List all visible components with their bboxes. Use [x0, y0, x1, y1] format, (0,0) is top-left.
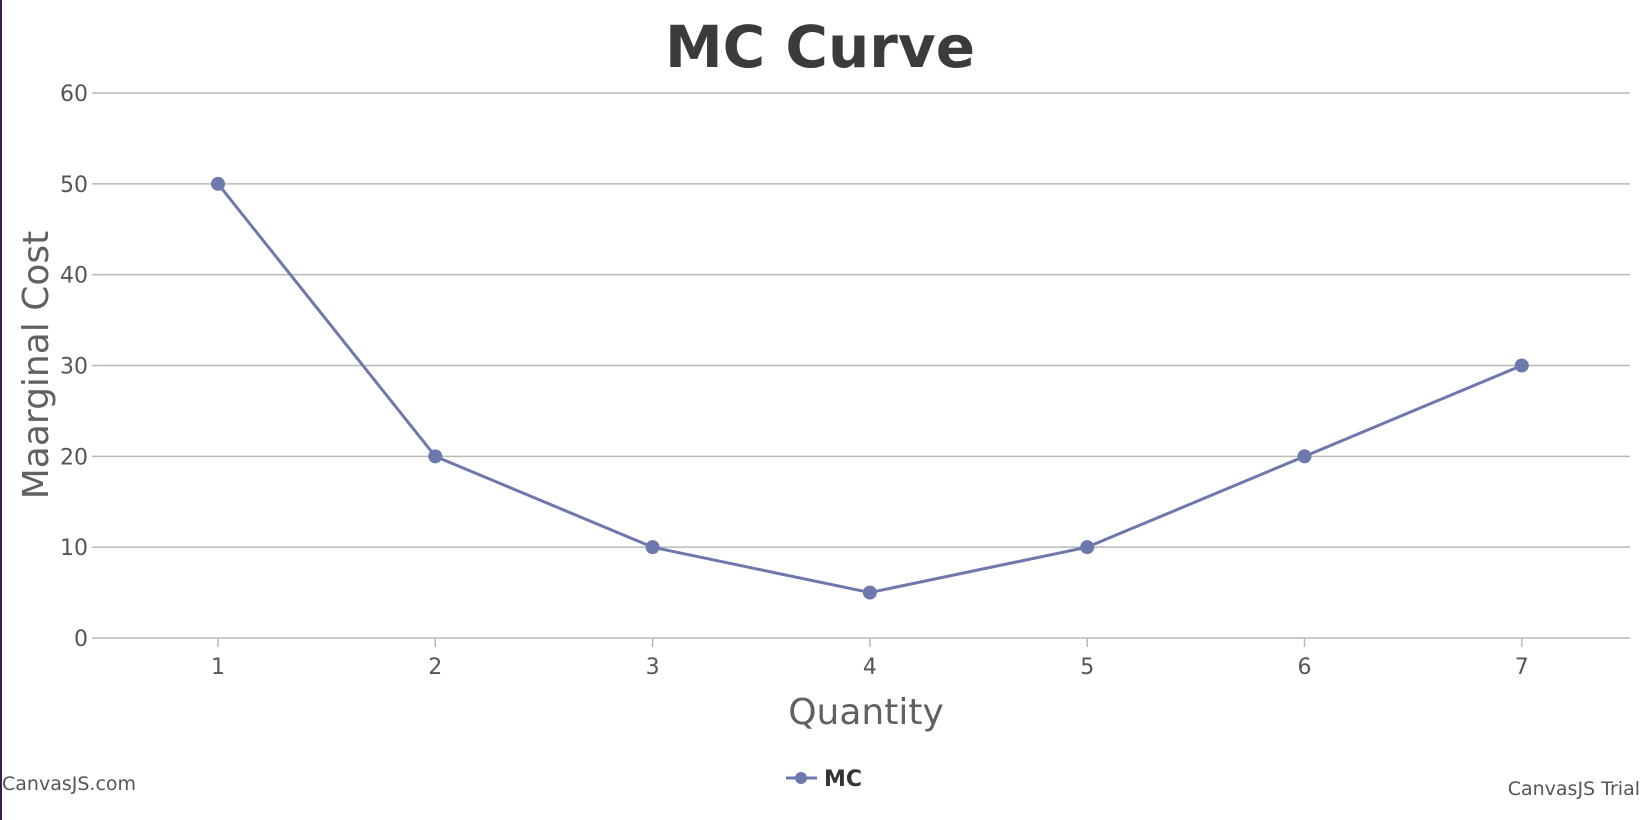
chart-title: MC Curve: [665, 13, 975, 81]
data-point-2[interactable]: [428, 449, 443, 464]
y-tick-label: 40: [60, 264, 88, 289]
data-point-4[interactable]: [862, 585, 877, 600]
y-tick-label: 30: [60, 355, 88, 380]
series-mc: [211, 176, 1529, 600]
x-tick-label: 2: [428, 655, 442, 680]
x-tick-label: 4: [863, 655, 877, 680]
x-axis-title: Quantity: [788, 692, 944, 733]
y-tick-label: 50: [60, 173, 88, 198]
legend-swatch-marker: [795, 772, 807, 784]
x-axis-ticks: 1 2 3 4 5 6 7: [211, 638, 1529, 680]
data-point-7[interactable]: [1514, 358, 1529, 373]
credit-canvasjs-link[interactable]: CanvasJS.com: [2, 773, 136, 795]
y-axis-title: Maarginal Cost: [16, 231, 57, 500]
left-border: [0, 0, 2, 820]
legend-item-mc[interactable]: MC: [824, 767, 862, 792]
y-tick-label: 20: [60, 445, 88, 470]
y-axis-ticks: 0 10 20 30 40 50 60: [60, 82, 100, 652]
x-tick-label: 1: [211, 655, 225, 680]
credit-trial-label: CanvasJS Trial: [1508, 778, 1640, 800]
y-tick-label: 60: [60, 82, 88, 107]
x-tick-label: 6: [1298, 655, 1312, 680]
legend[interactable]: MC: [786, 767, 862, 792]
data-point-5[interactable]: [1080, 540, 1095, 555]
series-line-mc: [216, 182, 1523, 595]
x-tick-label: 3: [646, 655, 660, 680]
data-point-6[interactable]: [1297, 449, 1312, 464]
data-point-1[interactable]: [211, 176, 225, 191]
y-tick-label: 0: [74, 627, 88, 652]
x-tick-label: 5: [1080, 655, 1094, 680]
x-tick-label: 7: [1515, 655, 1529, 680]
y-tick-label: 10: [60, 536, 88, 561]
data-point-3[interactable]: [645, 540, 660, 555]
gridlines: [100, 92, 1630, 639]
